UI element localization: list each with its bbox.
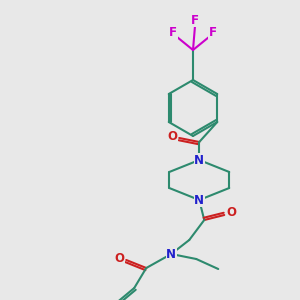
Text: F: F bbox=[191, 14, 199, 26]
Text: N: N bbox=[194, 194, 204, 206]
Text: O: O bbox=[114, 251, 124, 265]
Text: N: N bbox=[166, 248, 176, 260]
Text: F: F bbox=[209, 26, 217, 38]
Text: F: F bbox=[169, 26, 177, 38]
Text: O: O bbox=[226, 206, 236, 220]
Text: N: N bbox=[194, 154, 204, 166]
Text: O: O bbox=[167, 130, 177, 142]
